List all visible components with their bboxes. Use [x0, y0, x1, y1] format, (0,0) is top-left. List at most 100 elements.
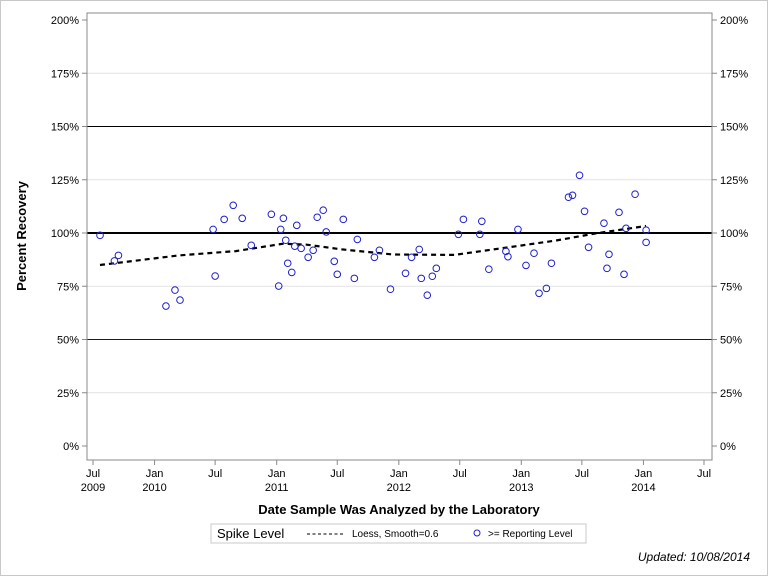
- data-point: [459, 215, 468, 224]
- legend-loess-label: Loess, Smooth=0.6: [352, 529, 439, 540]
- y-tick-label-left: 125%: [51, 175, 79, 187]
- x-tick-year-label: 2014: [631, 482, 655, 494]
- data-point: [415, 245, 424, 254]
- data-point: [171, 286, 179, 294]
- data-point: [276, 225, 285, 234]
- data-point: [304, 253, 312, 262]
- data-points: [96, 171, 650, 310]
- x-axis-label: Date Sample Was Analyzed by the Laborato…: [258, 502, 540, 517]
- x-tick-year-label: 2010: [142, 482, 166, 494]
- data-point: [209, 225, 217, 234]
- data-point: [297, 244, 305, 253]
- x-tick-label: Jan: [512, 468, 530, 480]
- data-point: [176, 296, 184, 304]
- legend-box: [210, 523, 587, 544]
- data-point: [401, 269, 410, 278]
- data-point: [407, 253, 416, 262]
- y-tick-label-right: 200%: [720, 15, 748, 27]
- data-point: [535, 289, 543, 298]
- data-point: [238, 214, 247, 223]
- y-tick-label-left: 175%: [51, 68, 79, 80]
- y-axis-label: Percent Recovery: [14, 180, 29, 291]
- y-tick-label-left: 75%: [57, 281, 79, 293]
- data-point: [631, 190, 639, 199]
- x-tick-label: Jan: [390, 468, 408, 480]
- x-tick-label: Jul: [697, 468, 711, 480]
- data-point: [220, 215, 228, 224]
- data-point: [96, 231, 104, 240]
- data-point: [432, 264, 441, 273]
- data-point: [162, 302, 170, 310]
- data-point: [620, 270, 628, 279]
- data-point: [274, 282, 283, 290]
- data-point: [110, 257, 119, 265]
- data-point: [575, 171, 584, 180]
- data-point: [292, 221, 301, 230]
- data-point: [580, 207, 589, 216]
- data-point: [600, 219, 608, 228]
- data-point: [281, 236, 290, 245]
- data-point: [605, 250, 613, 259]
- y-tick-label-right: 175%: [720, 68, 748, 80]
- data-point: [428, 272, 437, 281]
- data-point: [514, 225, 522, 234]
- y-axis-ticks: 0% 0% 25% 25% 50% 50% 75% 75% 100% 100% 125% 125% 15…: [51, 15, 748, 453]
- updated-footnote: Updated: 10/08/2014: [638, 550, 750, 564]
- reference-lines: [87, 126, 712, 340]
- y-tick-label-right: 50%: [720, 335, 742, 347]
- data-point: [283, 259, 292, 268]
- y-tick-label-right: 150%: [720, 122, 748, 134]
- data-point: [622, 224, 630, 233]
- data-point: [370, 253, 379, 262]
- x-tick-year-label: 2011: [265, 482, 289, 494]
- data-point: [386, 285, 395, 294]
- x-tick-label: Jan: [635, 468, 653, 480]
- x-tick-year-label: 2012: [387, 482, 411, 494]
- data-point: [502, 247, 510, 256]
- data-point: [353, 235, 362, 244]
- data-point: [642, 238, 650, 247]
- y-tick-label-left: 0%: [63, 441, 79, 453]
- loess-curve: [99, 224, 647, 267]
- data-point: [504, 252, 512, 261]
- data-point: [615, 208, 623, 217]
- legend-points-swatch: [473, 529, 481, 537]
- x-tick-label: Jan: [268, 468, 286, 480]
- data-point: [417, 274, 426, 283]
- data-point: [584, 243, 593, 252]
- y-tick-label-right: 75%: [720, 281, 742, 293]
- data-point: [322, 228, 331, 236]
- data-point: [279, 214, 288, 223]
- data-point: [547, 259, 556, 268]
- data-point: [530, 249, 538, 258]
- x-tick-year-label: 2013: [509, 482, 533, 494]
- x-tick-label: Jul: [575, 468, 589, 480]
- y-tick-label-right: 125%: [720, 175, 748, 187]
- data-point: [375, 246, 384, 255]
- y-tick-label-left: 50%: [57, 335, 79, 347]
- data-point: [287, 268, 296, 277]
- y-tick-label-left: 150%: [51, 122, 79, 134]
- data-point: [290, 242, 299, 251]
- data-point: [568, 191, 577, 200]
- data-point: [476, 230, 484, 239]
- plot-area-border: [86, 12, 713, 461]
- data-point: [333, 270, 342, 279]
- y-tick-label-right: 0%: [720, 441, 736, 453]
- data-point: [350, 274, 359, 283]
- data-point: [522, 261, 530, 270]
- data-point: [542, 284, 551, 293]
- x-tick-label: Jul: [453, 468, 467, 480]
- data-point: [485, 265, 493, 274]
- data-point: [454, 230, 463, 239]
- data-point: [330, 257, 339, 266]
- data-point: [603, 264, 611, 273]
- x-tick-label: Jan: [146, 468, 164, 480]
- x-axis-ticks: Jul 2009 Jan 2010 Jul Jan 2011 Jul Jan 2012 Jul Jan…: [81, 460, 711, 494]
- data-point: [564, 193, 573, 202]
- x-tick-label: Jul: [330, 468, 344, 480]
- data-point: [319, 206, 328, 215]
- data-point: [478, 217, 486, 226]
- legend-title: Spike Level: [217, 526, 284, 541]
